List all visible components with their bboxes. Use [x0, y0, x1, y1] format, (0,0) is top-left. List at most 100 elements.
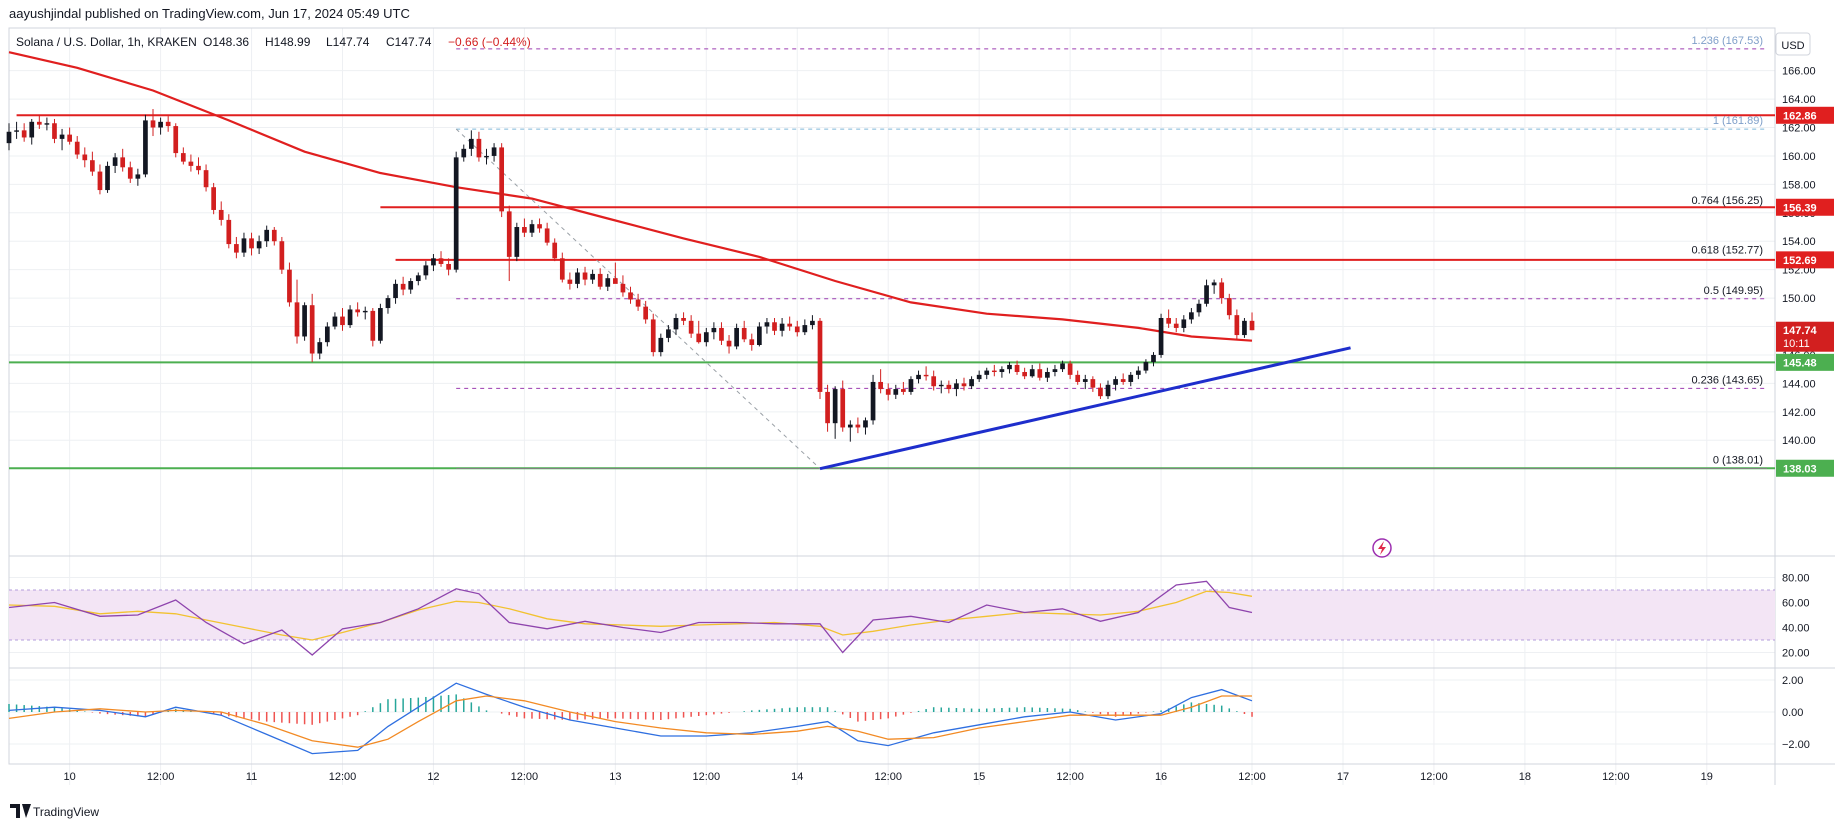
rsi-band	[9, 590, 1775, 640]
tradingview-logo[interactable]: TradingView	[10, 804, 99, 819]
candle-body	[916, 374, 921, 380]
rsi-tick-label: 60.00	[1782, 598, 1810, 610]
candle	[946, 380, 952, 394]
candle-body	[620, 283, 626, 293]
candle-body	[180, 153, 186, 162]
candle	[82, 147, 88, 168]
candle	[112, 153, 118, 173]
candle-body	[188, 161, 194, 166]
candle-body	[696, 333, 702, 343]
candle	[446, 258, 451, 276]
candle	[840, 380, 846, 432]
price-badge: 156.39	[1776, 198, 1834, 216]
candle-body	[1067, 363, 1073, 375]
time-tick-label: 14	[791, 771, 803, 783]
candle-body	[438, 258, 444, 264]
candle-body	[1166, 317, 1171, 324]
price-badge: 138.03	[1776, 459, 1834, 477]
candle-body	[1029, 369, 1035, 377]
candle	[1037, 363, 1043, 381]
candle	[810, 315, 815, 330]
price-tick-label: 162.00	[1782, 123, 1816, 135]
candle	[1204, 279, 1209, 307]
candle-body	[817, 320, 823, 392]
price-badge: 152.69	[1776, 251, 1834, 269]
candle-body	[1143, 362, 1149, 371]
candle	[969, 376, 974, 390]
candle	[1128, 372, 1134, 387]
candle-body	[597, 273, 603, 287]
currency-label: USD	[1781, 40, 1804, 52]
candle-body	[59, 134, 65, 139]
time-tick-label: 18	[1519, 771, 1531, 783]
candle-body	[105, 165, 110, 191]
candle	[544, 222, 550, 246]
candle	[1181, 315, 1187, 333]
time-tick-label: 15	[973, 771, 985, 783]
currency-button[interactable]	[1775, 32, 1811, 56]
price-tick-label: 144.00	[1782, 378, 1816, 390]
candle	[938, 380, 944, 394]
published-text: aayushjindal published on TradingView.co…	[9, 6, 410, 21]
instrument-title[interactable]: Solana / U.S. Dollar, 1h, KRAKEN	[16, 35, 197, 49]
candle-body	[423, 265, 429, 276]
time-tick-label: 11	[246, 771, 257, 783]
candle	[271, 227, 277, 246]
price-badge: 162.86	[1776, 106, 1834, 124]
time-tick-label: 17	[1337, 771, 1349, 783]
candle	[264, 225, 270, 247]
lightning-alert-icon[interactable]	[1372, 538, 1392, 558]
candle	[59, 128, 65, 151]
candle-body	[613, 278, 618, 284]
candle-body	[36, 121, 42, 125]
candle-body	[772, 322, 777, 331]
ohlc-close: C147.74	[386, 35, 432, 49]
candle-body	[643, 306, 649, 320]
candle-body	[923, 374, 929, 377]
candle-body	[97, 171, 103, 191]
candle	[1082, 374, 1088, 390]
candle-body	[938, 384, 944, 387]
candle-body	[309, 305, 315, 354]
time-tick-label: 13	[609, 771, 621, 783]
candle	[234, 236, 239, 259]
candle	[1158, 313, 1164, 358]
candle	[1219, 278, 1225, 304]
candle-body	[52, 123, 57, 139]
candle	[673, 313, 679, 336]
candle	[923, 366, 929, 381]
candle	[97, 164, 103, 195]
candle-body	[650, 319, 656, 353]
tradingview-logo-mark	[10, 804, 31, 818]
candle	[188, 154, 194, 172]
candle	[438, 251, 444, 267]
time-tick-label: 12:00	[1602, 771, 1630, 783]
candle	[999, 366, 1005, 378]
price-badge-label: 156.39	[1783, 202, 1817, 214]
candle-body	[234, 244, 239, 253]
candle-body	[256, 241, 262, 249]
candle	[779, 317, 785, 337]
time-tick-label: 12:00	[693, 771, 721, 783]
candle-body	[491, 147, 497, 156]
candle	[370, 308, 376, 347]
candle-body	[14, 130, 19, 132]
candle-body	[946, 384, 952, 390]
candle	[984, 367, 990, 380]
price-badge-label: 147.74	[1783, 325, 1818, 337]
time-tick-label: 12:00	[329, 771, 357, 783]
candle	[901, 381, 906, 395]
candle-body	[1226, 298, 1232, 316]
candle-body	[961, 383, 967, 387]
candle-body	[635, 299, 641, 307]
candle	[52, 118, 57, 144]
candle	[241, 232, 247, 257]
candle-body	[794, 326, 800, 333]
candle-body	[135, 174, 141, 179]
candle-body	[552, 242, 558, 259]
candle	[1234, 309, 1240, 340]
candle	[400, 276, 406, 296]
